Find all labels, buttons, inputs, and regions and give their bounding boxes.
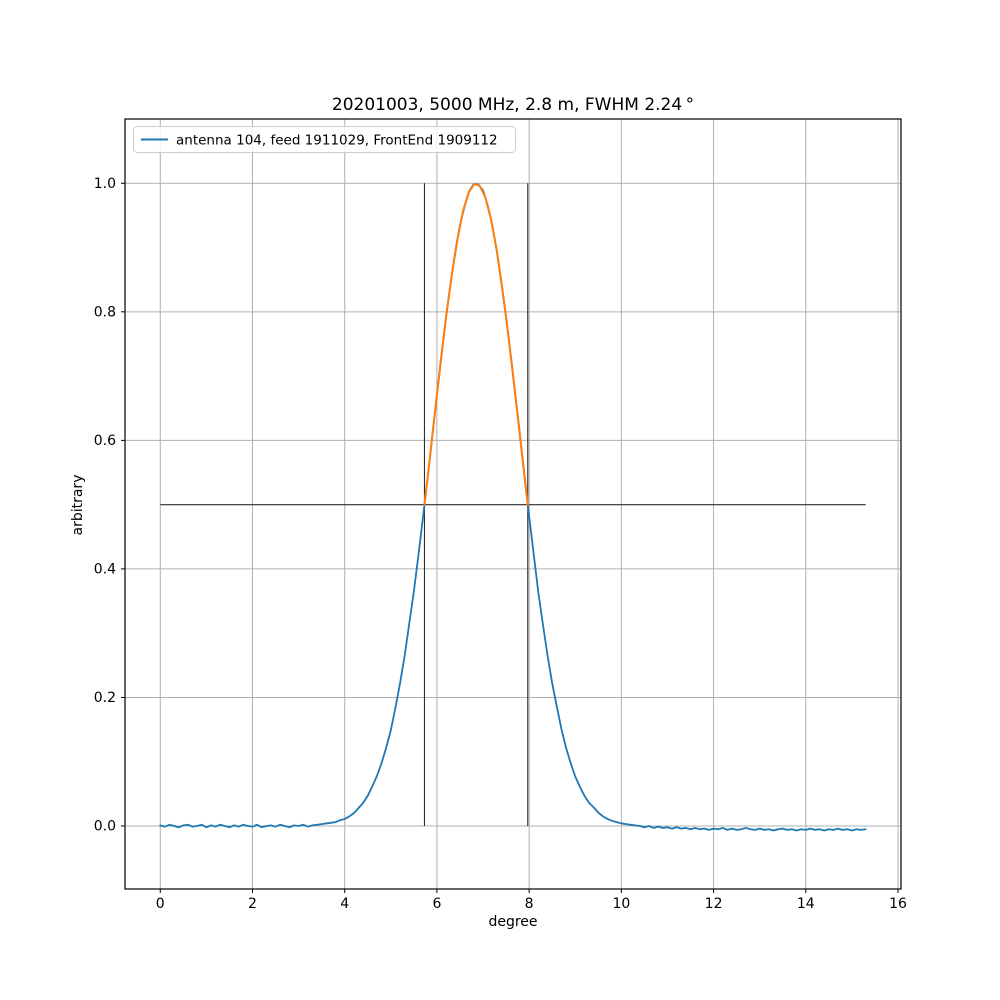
axis-ticks xyxy=(121,182,899,893)
data-series xyxy=(159,182,867,832)
x-tick-label: 0 xyxy=(156,896,165,912)
y-tick-label: 0.2 xyxy=(94,690,116,706)
y-axis-label: arbitrary xyxy=(70,475,86,536)
legend-box xyxy=(133,126,516,153)
series-fwhm-fit-segment xyxy=(423,182,529,506)
y-tick-label: 0.4 xyxy=(94,561,116,577)
gridlines xyxy=(125,119,901,889)
legend-label: antenna 104, feed 1911029, FrontEnd 1909… xyxy=(176,133,498,149)
x-tick-label: 8 xyxy=(525,896,534,912)
y-tick-label: 1.0 xyxy=(94,176,116,192)
y-tick-label: 0.6 xyxy=(94,433,116,449)
x-tick-label: 12 xyxy=(705,896,723,912)
x-tick-label: 2 xyxy=(248,896,257,912)
x-tick-label: 16 xyxy=(889,896,907,912)
x-tick-label: 6 xyxy=(432,896,441,912)
y-tick-label: 0.8 xyxy=(94,304,116,320)
axis-tick-labels: 0 2 4 6 8 10 12 14 16 0.0 0.2 0.4 0.6 0.8 1.0 xyxy=(94,176,907,912)
legend: antenna 104, feed 1911029, FrontEnd 1909… xyxy=(133,126,516,153)
x-axis-label: degree xyxy=(488,914,537,930)
x-tick-label: 4 xyxy=(340,896,349,912)
y-tick-label: 0.0 xyxy=(94,819,116,835)
series-measured-beam xyxy=(159,183,867,832)
chart-title: 20201003, 5000 MHz, 2.8 m, FWHM 2.24 ° xyxy=(332,95,694,115)
x-tick-label: 10 xyxy=(612,896,630,912)
fwhm-marker-lines xyxy=(160,183,866,827)
x-tick-label: 14 xyxy=(797,896,815,912)
plot-frame xyxy=(124,118,902,890)
